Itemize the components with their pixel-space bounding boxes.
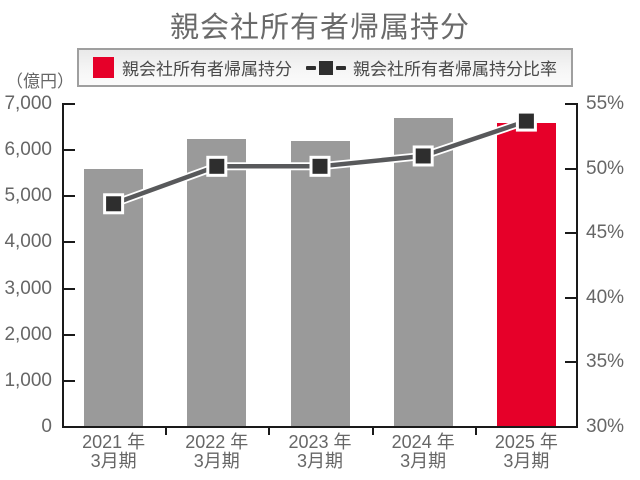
x-axis-category-label: 2024 年 3月期 xyxy=(391,432,455,471)
y-axis-tick xyxy=(64,426,75,428)
x-axis-category-label: 2023 年 3月期 xyxy=(288,432,352,471)
x-axis-tick xyxy=(371,428,374,435)
right-axis-tick-label: 50% xyxy=(586,157,625,179)
x-axis-tick xyxy=(165,428,168,435)
x-axis-tick xyxy=(474,428,477,435)
y-axis-tick-label: 4,000 xyxy=(4,231,52,253)
right-axis-tick-label: 35% xyxy=(586,351,625,373)
line-series-marker-icon xyxy=(306,60,346,75)
x-axis-category-label: 2022 年 3月期 xyxy=(185,432,249,471)
y-axis-tick xyxy=(64,241,75,244)
right-axis-tick-label: 40% xyxy=(586,286,625,308)
y-axis-tick xyxy=(64,103,75,105)
bar-series-swatch-icon xyxy=(93,57,114,78)
chart-title: 親会社所有者帰属持分 xyxy=(169,12,470,44)
bar xyxy=(290,140,350,426)
y-axis-tick xyxy=(64,379,75,382)
legend: 親会社所有者帰属持分 親会社所有者帰属持分比率 xyxy=(77,48,573,87)
left-axis-unit-label: （億円） xyxy=(6,72,74,91)
legend-bar-label: 親会社所有者帰属持分 xyxy=(122,60,292,79)
y-axis-tick xyxy=(64,195,75,198)
y-axis-tick-label: 7,000 xyxy=(4,93,52,114)
legend-line-label: 親会社所有者帰属持分比率 xyxy=(353,60,557,79)
y-axis-tick-label: 3,000 xyxy=(4,277,52,299)
right-axis-tick xyxy=(565,361,576,364)
right-axis-tick-label: 55% xyxy=(586,93,625,114)
bar xyxy=(187,138,247,426)
bar xyxy=(496,122,556,426)
bar xyxy=(393,118,453,426)
right-axis-line xyxy=(576,103,578,428)
y-axis-tick-label: 2,000 xyxy=(4,323,52,345)
right-axis-tick xyxy=(565,232,576,235)
y-axis-tick-label: 1,000 xyxy=(4,369,52,391)
left-axis-line xyxy=(62,103,64,428)
x-axis-category-label: 2025 年 3月期 xyxy=(494,432,558,471)
right-axis-tick-label: 45% xyxy=(586,222,625,244)
x-axis-category-label: 2021 年 3月期 xyxy=(82,432,146,471)
x-axis-line xyxy=(62,426,578,428)
bar xyxy=(84,168,144,426)
right-axis-tick xyxy=(565,167,576,170)
right-axis-tick xyxy=(565,426,576,428)
x-axis-tick xyxy=(268,428,271,435)
y-axis-tick xyxy=(64,287,75,290)
right-axis-tick xyxy=(565,296,576,299)
y-axis-tick xyxy=(64,333,75,336)
y-axis-tick-label: 6,000 xyxy=(4,139,52,161)
y-axis-tick-label: 5,000 xyxy=(4,185,52,207)
y-axis-tick-label: 0 xyxy=(41,416,52,437)
y-axis-tick xyxy=(64,149,75,152)
right-axis-tick-label: 30% xyxy=(586,416,625,437)
right-axis-tick xyxy=(565,103,576,105)
